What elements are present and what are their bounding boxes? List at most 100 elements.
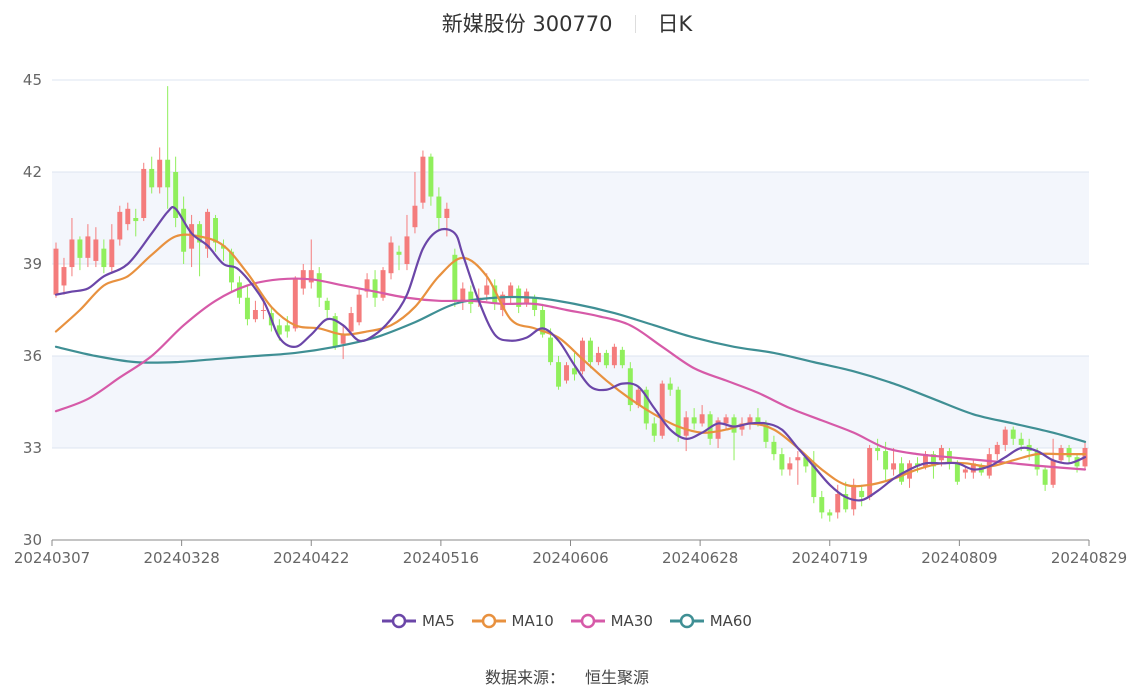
candle-body bbox=[540, 310, 546, 335]
candle-body bbox=[556, 362, 562, 387]
candle bbox=[388, 236, 394, 280]
candle-body bbox=[548, 337, 554, 363]
candle-body bbox=[404, 236, 410, 264]
candle-body bbox=[284, 325, 290, 332]
candle-body bbox=[875, 448, 881, 452]
candle-body bbox=[85, 236, 91, 258]
candle-body bbox=[61, 267, 67, 286]
candle bbox=[205, 208, 211, 258]
candle-body bbox=[93, 239, 99, 261]
candle bbox=[556, 356, 562, 390]
candle-body bbox=[930, 454, 936, 467]
candle-body bbox=[69, 239, 75, 268]
legend-item-ma5[interactable]: MA5 bbox=[382, 612, 455, 630]
candle bbox=[452, 248, 458, 307]
candle bbox=[460, 282, 466, 310]
candle bbox=[811, 451, 817, 504]
candle-body bbox=[53, 248, 59, 295]
candle-body bbox=[667, 383, 673, 390]
candle bbox=[213, 214, 218, 252]
candle bbox=[85, 224, 91, 268]
candle-body bbox=[468, 291, 474, 304]
candle bbox=[795, 451, 801, 485]
candle-body bbox=[149, 168, 155, 188]
candle-body bbox=[587, 340, 593, 363]
candle-body bbox=[181, 208, 187, 252]
x-tick-label: 20240829 bbox=[1051, 549, 1127, 567]
candle-body bbox=[197, 224, 203, 243]
candle-body bbox=[954, 463, 960, 482]
candle bbox=[380, 267, 386, 301]
candle-body bbox=[125, 208, 131, 225]
y-tick-label: 36 bbox=[23, 347, 42, 365]
candle bbox=[691, 408, 697, 430]
legend-item-ma10[interactable]: MA10 bbox=[471, 612, 554, 630]
candle bbox=[141, 162, 147, 222]
candle-body bbox=[699, 414, 705, 424]
candle bbox=[946, 448, 952, 470]
candle-body bbox=[627, 368, 633, 406]
x-tick-label: 20240628 bbox=[662, 549, 738, 567]
candle bbox=[372, 270, 378, 307]
candle bbox=[739, 417, 745, 436]
candle-body bbox=[205, 211, 211, 249]
candle bbox=[962, 466, 968, 479]
series-line-ma30 bbox=[54, 277, 1087, 471]
candle bbox=[827, 509, 833, 522]
candle bbox=[292, 276, 298, 332]
x-tick-label: 20240719 bbox=[792, 549, 868, 567]
candle-body bbox=[803, 457, 809, 467]
candle bbox=[364, 273, 370, 298]
candle-body bbox=[452, 254, 458, 301]
candle bbox=[69, 218, 75, 277]
x-tick-label: 20240516 bbox=[403, 549, 479, 567]
candle-body bbox=[213, 218, 218, 243]
candle-body bbox=[252, 310, 258, 320]
candle bbox=[340, 325, 346, 360]
period-label: 日K bbox=[657, 12, 693, 36]
title-divider bbox=[634, 15, 636, 33]
candle-body bbox=[755, 417, 761, 424]
candle bbox=[221, 239, 226, 261]
candle-body bbox=[101, 248, 107, 268]
candle-body bbox=[380, 270, 386, 298]
candle bbox=[651, 417, 657, 442]
data-source: 数据来源： 恒生聚源 bbox=[0, 664, 1134, 688]
candle-body bbox=[731, 417, 737, 433]
candle-body bbox=[970, 463, 976, 473]
candle-body bbox=[891, 463, 897, 470]
series-line-ma10 bbox=[54, 233, 1087, 488]
candle-body bbox=[1042, 469, 1048, 485]
candle bbox=[324, 297, 330, 320]
candle-body bbox=[428, 156, 434, 197]
candle-body bbox=[117, 211, 123, 240]
candle bbox=[149, 156, 155, 194]
candle bbox=[891, 448, 897, 476]
candle-body bbox=[141, 168, 147, 218]
candle bbox=[468, 285, 474, 314]
moving-average-lines bbox=[54, 206, 1087, 502]
legend-label-ma60: MA60 bbox=[709, 612, 752, 630]
legend-marker-ma60 bbox=[669, 613, 704, 629]
candle bbox=[643, 386, 649, 430]
candle-body bbox=[564, 365, 569, 381]
candle-body bbox=[1002, 429, 1008, 445]
candle-body bbox=[572, 368, 577, 375]
candle bbox=[125, 202, 131, 231]
candle bbox=[835, 484, 841, 519]
candle-body bbox=[348, 313, 354, 332]
candle-body bbox=[643, 389, 649, 424]
y-tick-label: 42 bbox=[23, 163, 42, 181]
candle bbox=[236, 276, 242, 304]
candle-body bbox=[827, 512, 833, 516]
candle-body bbox=[484, 285, 490, 295]
legend-item-ma60[interactable]: MA60 bbox=[669, 612, 752, 630]
legend-item-ma30[interactable]: MA30 bbox=[570, 612, 653, 630]
y-axis: 30 33 36 39 42 45 bbox=[23, 71, 42, 549]
candle bbox=[859, 484, 865, 507]
candle-body bbox=[1066, 448, 1072, 458]
candle-body bbox=[189, 224, 195, 249]
candle-body bbox=[715, 420, 721, 439]
candle-body bbox=[795, 457, 801, 461]
candle bbox=[173, 156, 179, 228]
